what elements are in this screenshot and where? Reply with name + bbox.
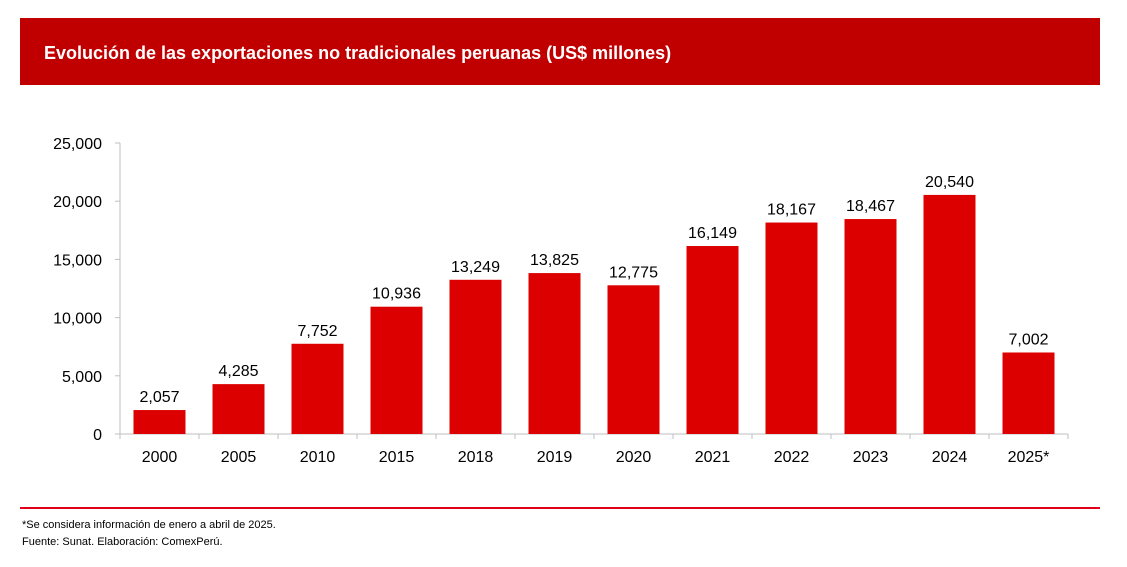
value-label: 18,467 — [846, 198, 895, 215]
bar — [844, 219, 897, 434]
y-tick-label: 15,000 — [53, 252, 102, 269]
chart-title-bar: Evolución de las exportaciones no tradic… — [20, 18, 1100, 85]
chart-title: Evolución de las exportaciones no tradic… — [44, 43, 672, 63]
x-tick-label: 2000 — [142, 449, 178, 466]
bar-chart: 0 5,000 10,000 15,000 20,000 25,000 2,057 2000 4… — [53, 136, 1069, 466]
bar — [291, 343, 344, 434]
x-tick-label: 2010 — [300, 449, 336, 466]
x-tick-label: 2019 — [537, 449, 573, 466]
y-tick-label: 0 — [93, 427, 102, 444]
value-label: 16,149 — [688, 225, 737, 242]
bar — [212, 384, 265, 434]
x-tick-label: 2018 — [458, 449, 494, 466]
bar — [528, 273, 581, 434]
bar — [607, 285, 660, 434]
x-tick-label: 2021 — [695, 449, 731, 466]
footer-divider — [20, 507, 1100, 509]
bar — [133, 410, 186, 434]
value-label: 20,540 — [925, 174, 974, 191]
bar — [686, 246, 739, 434]
x-tick-label: 2020 — [616, 449, 652, 466]
bar — [923, 194, 976, 434]
x-tick-label: 2005 — [221, 449, 257, 466]
value-label: 13,825 — [530, 252, 579, 269]
x-tick-label: 2023 — [853, 449, 889, 466]
bar — [370, 306, 423, 434]
y-tick-label: 20,000 — [53, 194, 102, 211]
value-label: 12,775 — [609, 264, 658, 281]
bar — [765, 222, 818, 434]
value-label: 10,936 — [372, 286, 421, 303]
x-tick-label: 2024 — [932, 449, 968, 466]
value-label: 13,249 — [451, 259, 500, 276]
y-tick-label: 10,000 — [53, 311, 102, 328]
y-tick-label: 25,000 — [53, 136, 102, 153]
value-label: 4,285 — [218, 363, 258, 380]
bar — [449, 279, 502, 434]
x-tick-label: 2022 — [774, 449, 810, 466]
value-label: 2,057 — [139, 389, 179, 406]
value-label: 7,752 — [297, 323, 337, 340]
footnote: *Se considera información de enero a abr… — [22, 519, 276, 531]
y-tick-label: 5,000 — [62, 369, 102, 386]
x-tick-label: 2015 — [379, 449, 415, 466]
source-note: Fuente: Sunat. Elaboración: ComexPerú. — [22, 536, 223, 548]
value-label: 18,167 — [767, 202, 816, 219]
value-label: 7,002 — [1008, 331, 1048, 348]
x-tick-label: 2025* — [1008, 449, 1050, 466]
bar — [1002, 352, 1055, 434]
